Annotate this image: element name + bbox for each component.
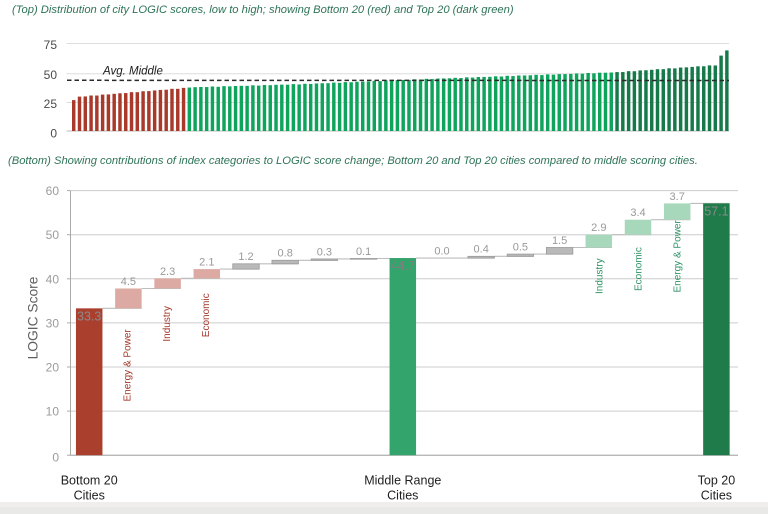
svg-text:Middle Range: Middle Range (364, 474, 441, 488)
svg-text:Economic: Economic (201, 293, 212, 337)
svg-text:0.3: 0.3 (317, 246, 332, 258)
svg-text:33.3: 33.3 (77, 309, 101, 323)
svg-text:Cities: Cities (387, 489, 418, 503)
svg-text:Top 20: Top 20 (698, 474, 736, 488)
svg-text:Avg. Middle: Avg. Middle (102, 66, 163, 78)
svg-text:75: 75 (44, 38, 58, 52)
svg-text:0.0: 0.0 (434, 246, 449, 258)
svg-text:Cities: Cities (701, 489, 732, 503)
svg-text:20: 20 (46, 361, 60, 375)
svg-text:1.2: 1.2 (238, 251, 253, 263)
svg-text:0.5: 0.5 (513, 242, 528, 254)
svg-text:Bottom 20: Bottom 20 (61, 474, 118, 488)
svg-text:1.5: 1.5 (552, 235, 567, 247)
svg-text:40: 40 (46, 272, 60, 286)
svg-text:0.4: 0.4 (474, 244, 489, 256)
svg-text:Cities: Cities (74, 489, 105, 503)
svg-text:50: 50 (46, 228, 60, 242)
svg-text:3.7: 3.7 (670, 191, 685, 203)
svg-text:Economic: Economic (634, 247, 645, 291)
svg-text:50: 50 (44, 68, 58, 82)
svg-text:0: 0 (50, 127, 57, 141)
svg-text:3.4: 3.4 (630, 207, 645, 219)
svg-text:60: 60 (46, 184, 60, 198)
svg-text:2.9: 2.9 (591, 222, 606, 234)
svg-text:25: 25 (44, 97, 58, 111)
svg-text:Industry: Industry (162, 306, 173, 342)
svg-text:Industry: Industry (595, 258, 606, 294)
svg-text:0.8: 0.8 (278, 248, 293, 260)
svg-text:Energy & Power: Energy & Power (123, 329, 134, 402)
svg-text:44.7: 44.7 (391, 259, 415, 273)
svg-text:4.5: 4.5 (121, 276, 136, 288)
svg-text:Energy & Power: Energy & Power (673, 220, 684, 293)
svg-text:LOGIC Score: LOGIC Score (26, 276, 41, 359)
svg-text:0.1: 0.1 (356, 246, 371, 258)
svg-text:30: 30 (46, 316, 60, 330)
svg-text:10: 10 (46, 405, 60, 419)
svg-text:57.1: 57.1 (704, 204, 728, 218)
svg-text:0: 0 (52, 451, 59, 465)
svg-text:2.1: 2.1 (199, 257, 214, 269)
svg-text:2.3: 2.3 (160, 266, 175, 278)
